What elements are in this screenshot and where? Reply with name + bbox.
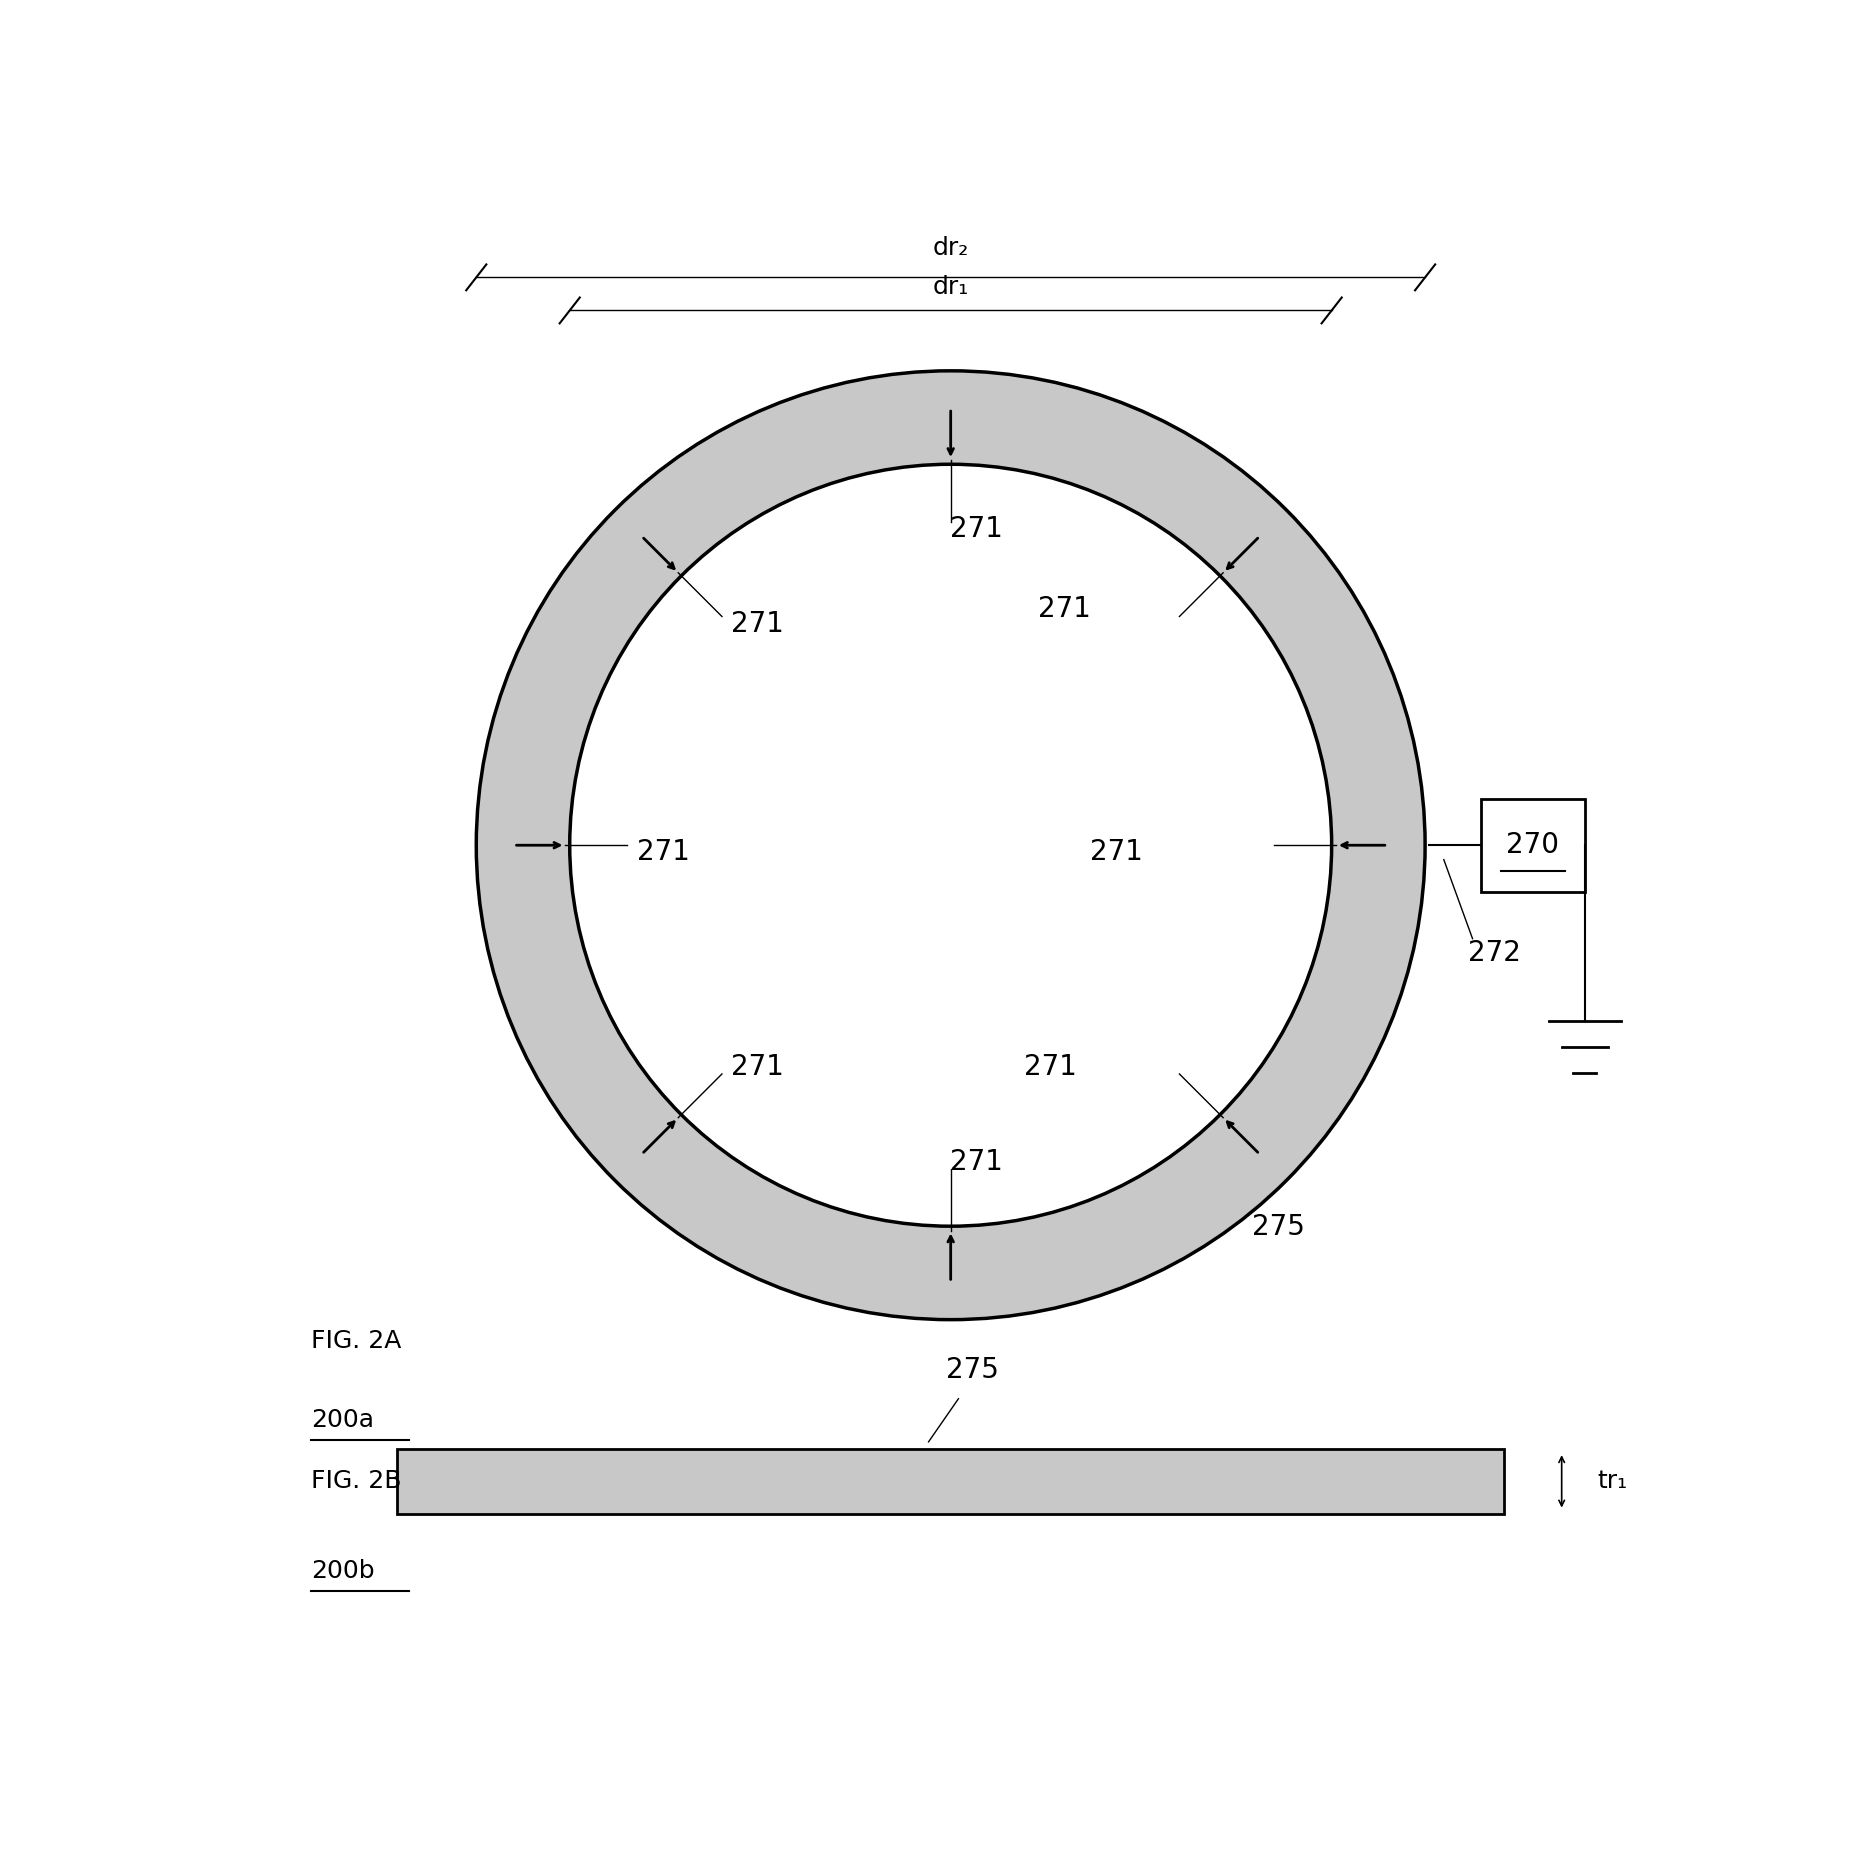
Circle shape <box>477 371 1425 1320</box>
Text: 200b: 200b <box>312 1558 375 1583</box>
Text: 272: 272 <box>1467 938 1521 966</box>
Text: 271: 271 <box>950 1148 1004 1176</box>
Bar <box>397 1450 1504 1513</box>
Text: dr₂: dr₂ <box>933 236 968 260</box>
Text: FIG. 2B: FIG. 2B <box>312 1470 401 1493</box>
Text: 275: 275 <box>946 1356 1000 1384</box>
Text: 200a: 200a <box>312 1408 375 1433</box>
Text: dr₁: dr₁ <box>933 275 968 300</box>
FancyBboxPatch shape <box>1480 798 1584 892</box>
Text: 271: 271 <box>731 1053 785 1081</box>
Text: 270: 270 <box>1506 832 1560 860</box>
Text: 275: 275 <box>1252 1214 1304 1242</box>
Text: tr₁: tr₁ <box>1597 1470 1627 1493</box>
Text: 271: 271 <box>636 839 690 867</box>
Text: 271: 271 <box>731 611 785 637</box>
Text: 271: 271 <box>1039 596 1091 624</box>
Text: FIG. 2A: FIG. 2A <box>312 1330 401 1352</box>
Text: 271: 271 <box>1089 839 1143 867</box>
Text: 271: 271 <box>950 515 1004 543</box>
Text: 271: 271 <box>1024 1053 1076 1081</box>
Circle shape <box>569 465 1332 1227</box>
